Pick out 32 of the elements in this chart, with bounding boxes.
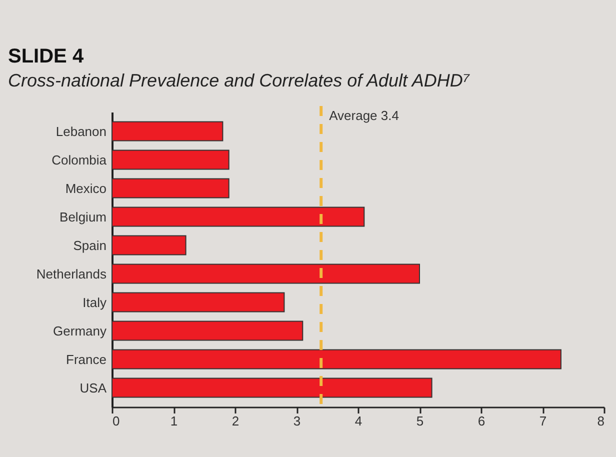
y-tick-label: France [66,352,106,367]
bar [112,264,420,284]
bar [112,235,186,256]
x-tick-label: 3 [293,414,301,428]
bar [112,378,432,398]
x-tick-label: 1 [170,414,178,428]
y-tick-label: Colombia [52,152,108,168]
y-tick-label: Netherlands [36,266,107,282]
bar [112,292,285,312]
y-tick-label: Mexico [65,180,106,196]
x-tick-label: 4 [354,414,362,428]
x-tick-label: 7 [539,414,547,428]
y-tick-label: Spain [73,238,106,253]
y-tick-label: Germany [53,323,107,338]
x-tick-label: 2 [232,414,240,428]
y-tick-label: Belgium [60,209,106,224]
x-tick-label: 6 [478,414,486,428]
y-tick-label: Lebanon [56,124,106,139]
bar [112,150,230,170]
chart-subtitle: Cross-national Prevalence and Correlates of Adult ADHD⁷ [8,70,470,90]
chart-title: SLIDE 4 [8,46,84,68]
x-tick-label: 0 [112,414,120,428]
x-tick-label: 8 [597,414,604,428]
bar [112,121,224,142]
ref-line-label: Average 3.4 [329,108,399,123]
y-tick-label: Italy [82,294,107,310]
bar [112,349,562,370]
bar [112,178,230,198]
bar [112,320,304,341]
x-tick-label: 5 [416,414,424,428]
bar [112,206,365,227]
y-tick-label: USA [80,380,107,396]
